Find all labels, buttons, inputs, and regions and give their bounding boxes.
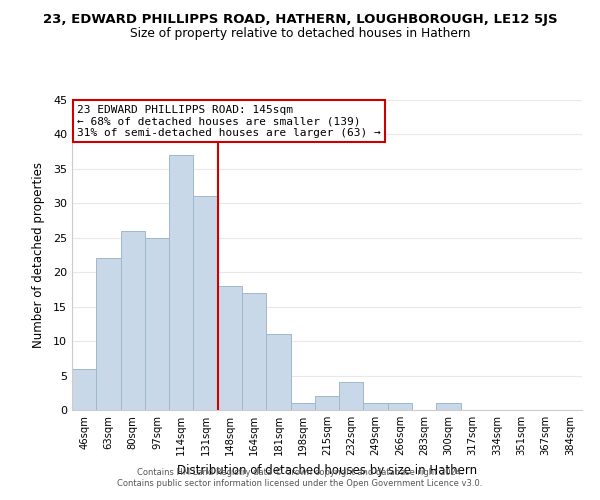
Bar (193, 196, 218, 410)
Bar (364, 403, 388, 410)
Bar (290, 403, 315, 410)
Bar (436, 403, 461, 410)
Bar (96, 258, 121, 410)
Text: 23 EDWARD PHILLIPPS ROAD: 145sqm
← 68% of detached houses are smaller (139)
31% : 23 EDWARD PHILLIPPS ROAD: 145sqm ← 68% o… (77, 104, 381, 138)
Bar (388, 403, 412, 410)
Bar (169, 155, 193, 410)
Bar (121, 231, 145, 410)
Bar (218, 286, 242, 410)
Bar (266, 334, 290, 410)
X-axis label: Distribution of detached houses by size in Hathern: Distribution of detached houses by size … (177, 464, 477, 476)
Bar (72, 368, 96, 410)
Bar (242, 293, 266, 410)
Text: 23, EDWARD PHILLIPPS ROAD, HATHERN, LOUGHBOROUGH, LE12 5JS: 23, EDWARD PHILLIPPS ROAD, HATHERN, LOUG… (43, 12, 557, 26)
Y-axis label: Number of detached properties: Number of detached properties (32, 162, 44, 348)
Bar (145, 238, 169, 410)
Bar (315, 396, 339, 410)
Bar (339, 382, 364, 410)
Text: Size of property relative to detached houses in Hathern: Size of property relative to detached ho… (130, 28, 470, 40)
Text: Contains HM Land Registry data © Crown copyright and database right 2024.
Contai: Contains HM Land Registry data © Crown c… (118, 468, 482, 487)
